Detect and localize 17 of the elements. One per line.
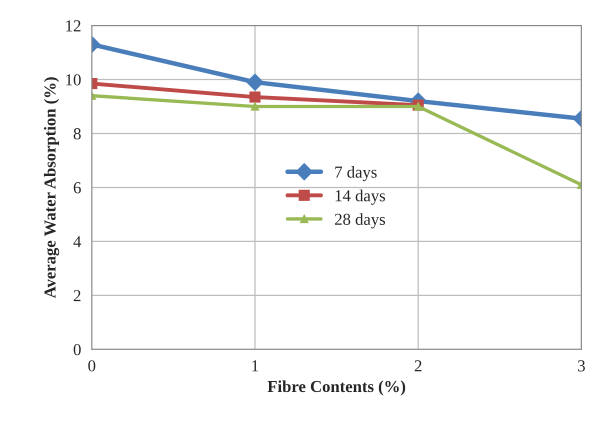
y-axis-title: Average Water Absorption (%) — [44, 77, 60, 298]
legend-label: 28 days — [334, 213, 386, 228]
x-tick-label: 0 — [88, 360, 96, 372]
legend-label: 7 days — [335, 166, 377, 182]
x-tick-label: 2 — [414, 360, 422, 372]
y-tick-label: 10 — [66, 74, 81, 86]
y-tick-label: 8 — [74, 128, 81, 140]
x-tick-label: 3 — [578, 360, 585, 372]
y-tick-label: 2 — [74, 290, 80, 302]
y-tick-label: 12 — [66, 20, 80, 32]
point — [249, 92, 261, 103]
y-tick-label: 4 — [73, 236, 82, 248]
legend-label: 14 days — [336, 190, 386, 205]
y-tick-label: 0 — [74, 344, 81, 356]
x-axis-title: Fibre Contents (%) — [268, 380, 406, 396]
x-tick-label: 1 — [252, 360, 258, 372]
y-tick-label: 6 — [74, 182, 81, 194]
